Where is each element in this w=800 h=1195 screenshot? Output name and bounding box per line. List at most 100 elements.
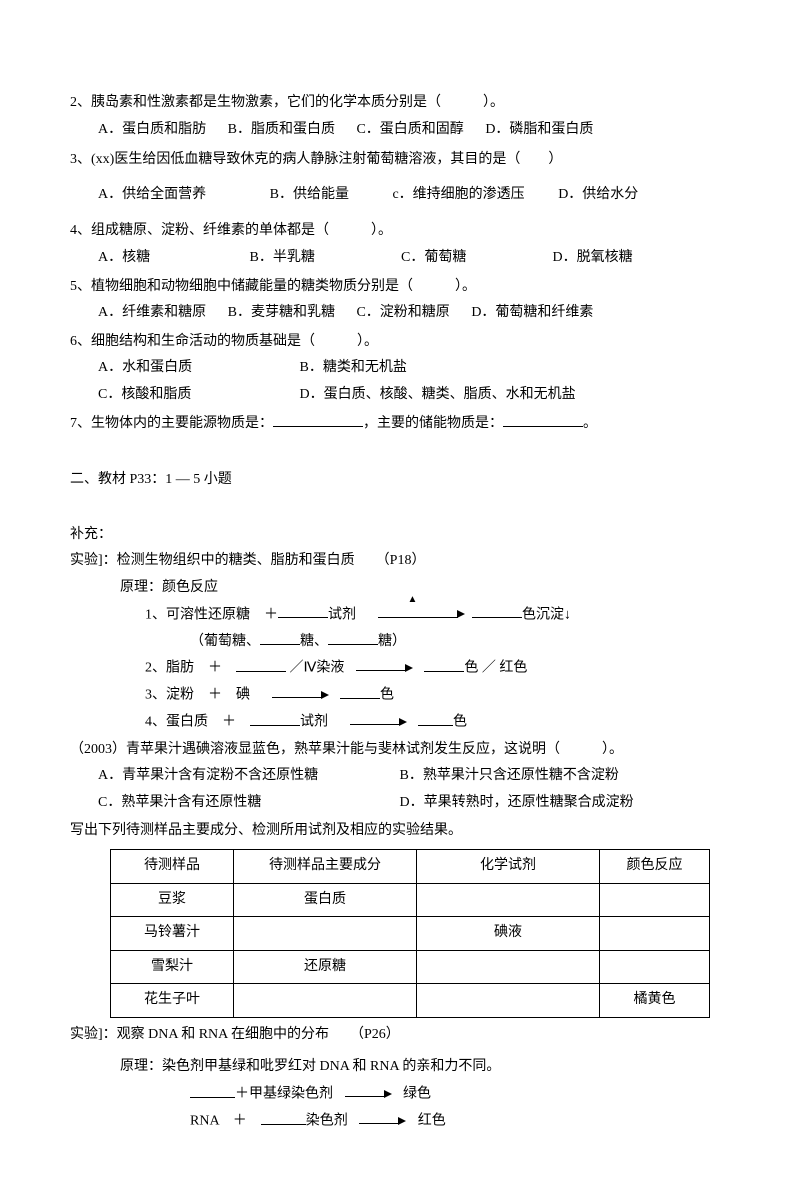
exp1-l1sub-b: 糖、 bbox=[300, 634, 328, 649]
question-2: 2、胰岛素和性激素都是生物激素，它们的化学本质分别是（ ）。 A．蛋白质和脂肪 … bbox=[70, 90, 730, 143]
cell bbox=[600, 950, 710, 984]
q7-blank1 bbox=[273, 412, 363, 427]
question-6: 6、细胞结构和生命活动的物质基础是（ ）。 A．水和蛋白质 B．糖类和无机盐 C… bbox=[70, 329, 730, 409]
q7-mid: ，主要的储能物质是： bbox=[363, 416, 503, 431]
q6-opt-c: C．核酸和脂质 bbox=[98, 382, 278, 409]
blank bbox=[260, 630, 300, 645]
q3-opt-b: B．供给能量 bbox=[270, 182, 349, 209]
q2-options: A．蛋白质和脂肪 B．脂质和蛋白质 C．蛋白质和固醇 D．磷脂和蛋白质 bbox=[70, 117, 730, 144]
q6-opt-b: B．糖类和无机盐 bbox=[300, 355, 407, 382]
table-row: 豆浆 蛋白质 bbox=[111, 883, 710, 917]
blank bbox=[190, 1083, 235, 1098]
question-5: 5、植物细胞和动物细胞中储藏能量的糖类物质分别是（ ）。 A．纤维素和糖原 B．… bbox=[70, 274, 730, 327]
exp1-l2a: 2、脂肪 ＋ bbox=[145, 661, 236, 676]
blank bbox=[261, 1110, 306, 1125]
q6-opt-d: D．蛋白质、核酸、糖类、脂质、水和无机盐 bbox=[300, 382, 576, 409]
q7-post: 。 bbox=[583, 416, 597, 431]
exp1-l4b: 试剂 bbox=[300, 715, 328, 730]
q2003-options: A．青苹果汁含有淀粉不含还原性糖 B．熟苹果汁只含还原性糖不含淀粉 C．熟苹果汁… bbox=[70, 763, 730, 816]
exp1-l4a: 4、蛋白质 ＋ bbox=[145, 715, 250, 730]
cell: 还原糖 bbox=[234, 950, 417, 984]
arrow-icon bbox=[359, 1108, 406, 1135]
exp2-principle: 原理：染色剂甲基绿和吡罗红对 DNA 和 RNA 的亲和力不同。 bbox=[70, 1054, 730, 1081]
table-row: 马铃薯汁 碘液 bbox=[111, 917, 710, 951]
q4-options: A．核糖 B．半乳糖 C．葡萄糖 D．脱氧核糖 bbox=[70, 245, 730, 272]
exp1-l3b: 色 bbox=[380, 688, 394, 703]
supplement-heading: 补充： bbox=[70, 522, 730, 549]
exp2-l2b: 染色剂 bbox=[306, 1114, 348, 1129]
q5-text: 5、植物细胞和动物细胞中储藏能量的糖类物质分别是（ ）。 bbox=[70, 274, 730, 301]
q2-opt-b: B．脂质和蛋白质 bbox=[228, 117, 335, 144]
exp2-l1a: ＋甲基绿染色剂 bbox=[235, 1087, 333, 1102]
exp2-l1b: 绿色 bbox=[403, 1087, 431, 1102]
cell bbox=[234, 917, 417, 951]
q5-opt-b: B．麦芽糖和乳糖 bbox=[228, 300, 335, 327]
exp1-line3: 3、淀粉 ＋ 碘 色 bbox=[70, 682, 730, 709]
arrow-icon bbox=[356, 655, 413, 682]
exp1-line2: 2、脂肪 ＋ ／Ⅳ染液 色 ／ 红色 bbox=[70, 655, 730, 682]
sample-table: 待测样品 待测样品主要成分 化学试剂 颜色反应 豆浆 蛋白质 马铃薯汁 碘液 雪… bbox=[110, 849, 710, 1018]
exp1-line1: 1、可溶性还原糖 ＋试剂 ▲ 色沉淀↓ bbox=[70, 602, 730, 629]
exp1-principle: 原理：颜色反应 bbox=[70, 575, 730, 602]
q3-opt-d: D．供给水分 bbox=[558, 182, 638, 209]
cell bbox=[600, 917, 710, 951]
q6-opt-a: A．水和蛋白质 bbox=[98, 355, 278, 382]
th-2: 待测样品主要成分 bbox=[234, 849, 417, 883]
q5-opt-a: A．纤维素和糖原 bbox=[98, 300, 206, 327]
blank bbox=[278, 603, 328, 618]
q6-options: A．水和蛋白质 B．糖类和无机盐 C．核酸和脂质 D．蛋白质、核酸、糖类、脂质、… bbox=[70, 355, 730, 408]
q3-text: 3、(xx)医生给因低血糖导致休克的病人静脉注射葡萄糖溶液，其目的是（ ） bbox=[70, 147, 730, 174]
q2-opt-c: C．蛋白质和固醇 bbox=[356, 117, 463, 144]
blank bbox=[472, 603, 522, 618]
exp1-l1a: 1、可溶性还原糖 ＋ bbox=[145, 607, 278, 622]
q2003-text: （2003）青苹果汁遇碘溶液显蓝色，熟苹果汁能与斐林试剂发生反应，这说明（ ）。 bbox=[70, 737, 730, 764]
th-1: 待测样品 bbox=[111, 849, 234, 883]
th-4: 颜色反应 bbox=[600, 849, 710, 883]
q2-text: 2、胰岛素和性激素都是生物激素，它们的化学本质分别是（ ）。 bbox=[70, 90, 730, 117]
q3-options: A．供给全面营养 B．供给能量 c．维持细胞的渗透压 D．供给水分 bbox=[70, 182, 730, 209]
exp1-l1c: 色沉淀↓ bbox=[522, 607, 571, 622]
cell: 马铃薯汁 bbox=[111, 917, 234, 951]
q2003-opt-c: C．熟苹果汁含有还原性糖 bbox=[98, 790, 378, 817]
cell: 碘液 bbox=[417, 917, 600, 951]
exp2-line2: RNA ＋ 染色剂 红色 bbox=[70, 1108, 730, 1135]
q2-opt-a: A．蛋白质和脂肪 bbox=[98, 117, 206, 144]
cell bbox=[417, 984, 600, 1018]
q4-text: 4、组成糖原、淀粉、纤维素的单体都是（ ）。 bbox=[70, 218, 730, 245]
table-row: 待测样品 待测样品主要成分 化学试剂 颜色反应 bbox=[111, 849, 710, 883]
cell bbox=[417, 883, 600, 917]
blank bbox=[328, 630, 378, 645]
arrow-icon bbox=[350, 709, 407, 736]
q3-opt-a: A．供给全面营养 bbox=[98, 182, 206, 209]
cell: 橘黄色 bbox=[600, 984, 710, 1018]
blank bbox=[340, 684, 380, 699]
q4-opt-d: D．脱氧核糖 bbox=[553, 245, 633, 272]
arrow-icon: ▲ bbox=[378, 602, 465, 629]
exp1-l1sub-a: （葡萄糖、 bbox=[190, 634, 260, 649]
blank bbox=[236, 657, 286, 672]
exp2-line1: ＋甲基绿染色剂 绿色 bbox=[70, 1081, 730, 1108]
q6-text: 6、细胞结构和生命活动的物质基础是（ ）。 bbox=[70, 329, 730, 356]
q5-opt-d: D．葡萄糖和纤维素 bbox=[471, 300, 593, 327]
question-7: 7、生物体内的主要能源物质是：，主要的储能物质是：。 bbox=[70, 411, 730, 438]
q4-opt-b: B．半乳糖 bbox=[250, 245, 380, 272]
cell: 花生子叶 bbox=[111, 984, 234, 1018]
exp1-l3a: 3、淀粉 ＋ 碘 bbox=[145, 688, 250, 703]
experiment-1: 实验]：检测生物组织中的糖类、脂肪和蛋白质 （P18） 原理：颜色反应 1、可溶… bbox=[70, 548, 730, 736]
blank bbox=[418, 711, 453, 726]
section-2-heading: 二、教材 P33：1 — 5 小题 bbox=[70, 467, 730, 494]
exp2-l2c: 红色 bbox=[418, 1114, 446, 1129]
exp1-l1sub-c: 糖） bbox=[378, 634, 406, 649]
table-intro: 写出下列待测样品主要成分、检测所用试剂及相应的实验结果。 bbox=[70, 818, 730, 845]
q5-options: A．纤维素和糖原 B．麦芽糖和乳糖 C．淀粉和糖原 D．葡萄糖和纤维素 bbox=[70, 300, 730, 327]
cell: 雪梨汁 bbox=[111, 950, 234, 984]
blank bbox=[424, 657, 464, 672]
cell bbox=[417, 950, 600, 984]
q4-opt-a: A．核糖 bbox=[98, 245, 228, 272]
q4-opt-c: C．葡萄糖 bbox=[401, 245, 531, 272]
cell: 蛋白质 bbox=[234, 883, 417, 917]
q7-blank2 bbox=[503, 412, 583, 427]
q3-opt-c: c．维持细胞的渗透压 bbox=[392, 182, 524, 209]
cell: 豆浆 bbox=[111, 883, 234, 917]
cell bbox=[600, 883, 710, 917]
